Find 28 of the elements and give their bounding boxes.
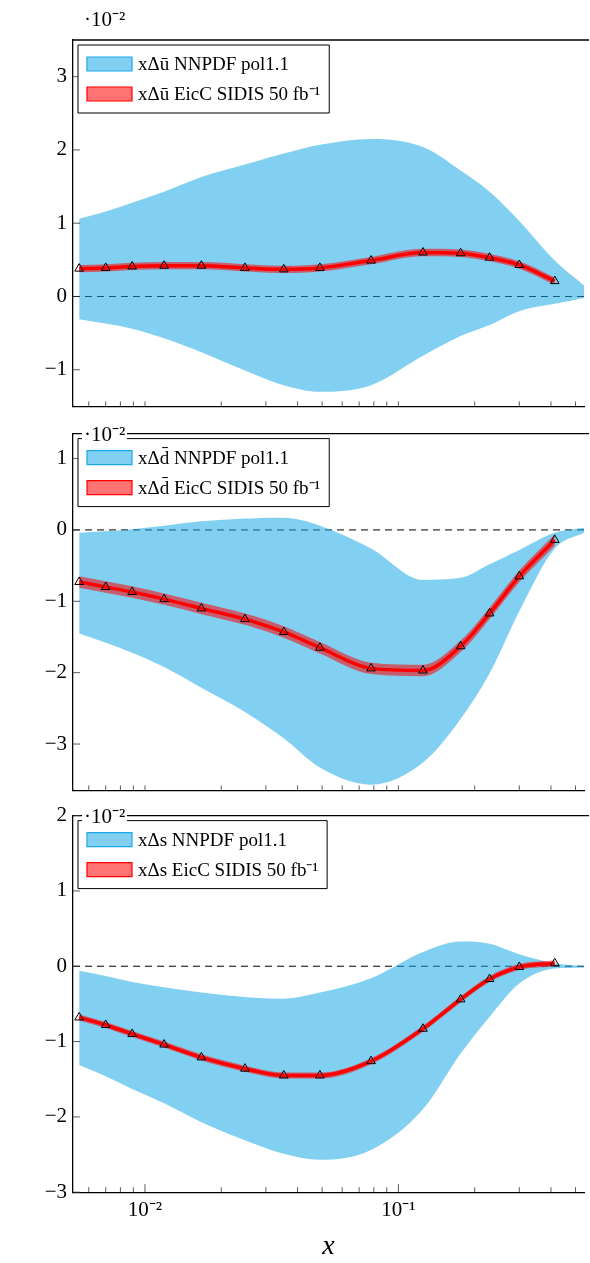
y-tick-label: −1 bbox=[44, 1028, 67, 1053]
y-tick-label: 2 bbox=[56, 802, 67, 827]
legend-label: xΔū EicC SIDIS 50 fb⁻¹ bbox=[138, 82, 321, 104]
x-axis-title: x bbox=[321, 1228, 336, 1260]
annotation: ·10⁻² bbox=[82, 804, 128, 828]
y-tick-label: 0 bbox=[56, 283, 67, 307]
y-tick-label: −3 bbox=[44, 1178, 67, 1203]
y-tick-label: 0 bbox=[56, 952, 67, 977]
legend-label: xΔū NNPDF pol1.1 bbox=[138, 52, 290, 74]
y-tick-label: 0 bbox=[56, 516, 67, 541]
y-tick-label: 1 bbox=[56, 209, 67, 234]
legend-label: xΔd̄ NNPDF pol1.1 bbox=[138, 446, 290, 468]
annotation: ·10⁻² bbox=[82, 422, 128, 446]
y-tick-label: 3 bbox=[56, 63, 67, 88]
y-tick-label: 2 bbox=[56, 136, 67, 161]
y-tick-label: −2 bbox=[44, 659, 67, 684]
legend-label: xΔs NNPDF pol1.1 bbox=[138, 828, 287, 850]
legend-label: xΔs EicC SIDIS 50 fb⁻¹ bbox=[138, 858, 319, 880]
y-tick-label: −3 bbox=[44, 730, 67, 755]
text: ·10⁻² bbox=[82, 7, 128, 31]
y-tick-label: −1 bbox=[44, 356, 67, 381]
x-tick-label: 10⁻¹ bbox=[381, 1197, 416, 1222]
legend-label: xΔd̄ EicC SIDIS 50 fb⁻¹ bbox=[138, 476, 321, 498]
y-tick-label: 1 bbox=[56, 445, 67, 470]
x-tick-label: 10⁻² bbox=[127, 1197, 163, 1222]
y-tick-label: −1 bbox=[44, 587, 67, 612]
y-tick-label: −2 bbox=[44, 1103, 67, 1128]
y-tick-label: 1 bbox=[56, 877, 67, 902]
